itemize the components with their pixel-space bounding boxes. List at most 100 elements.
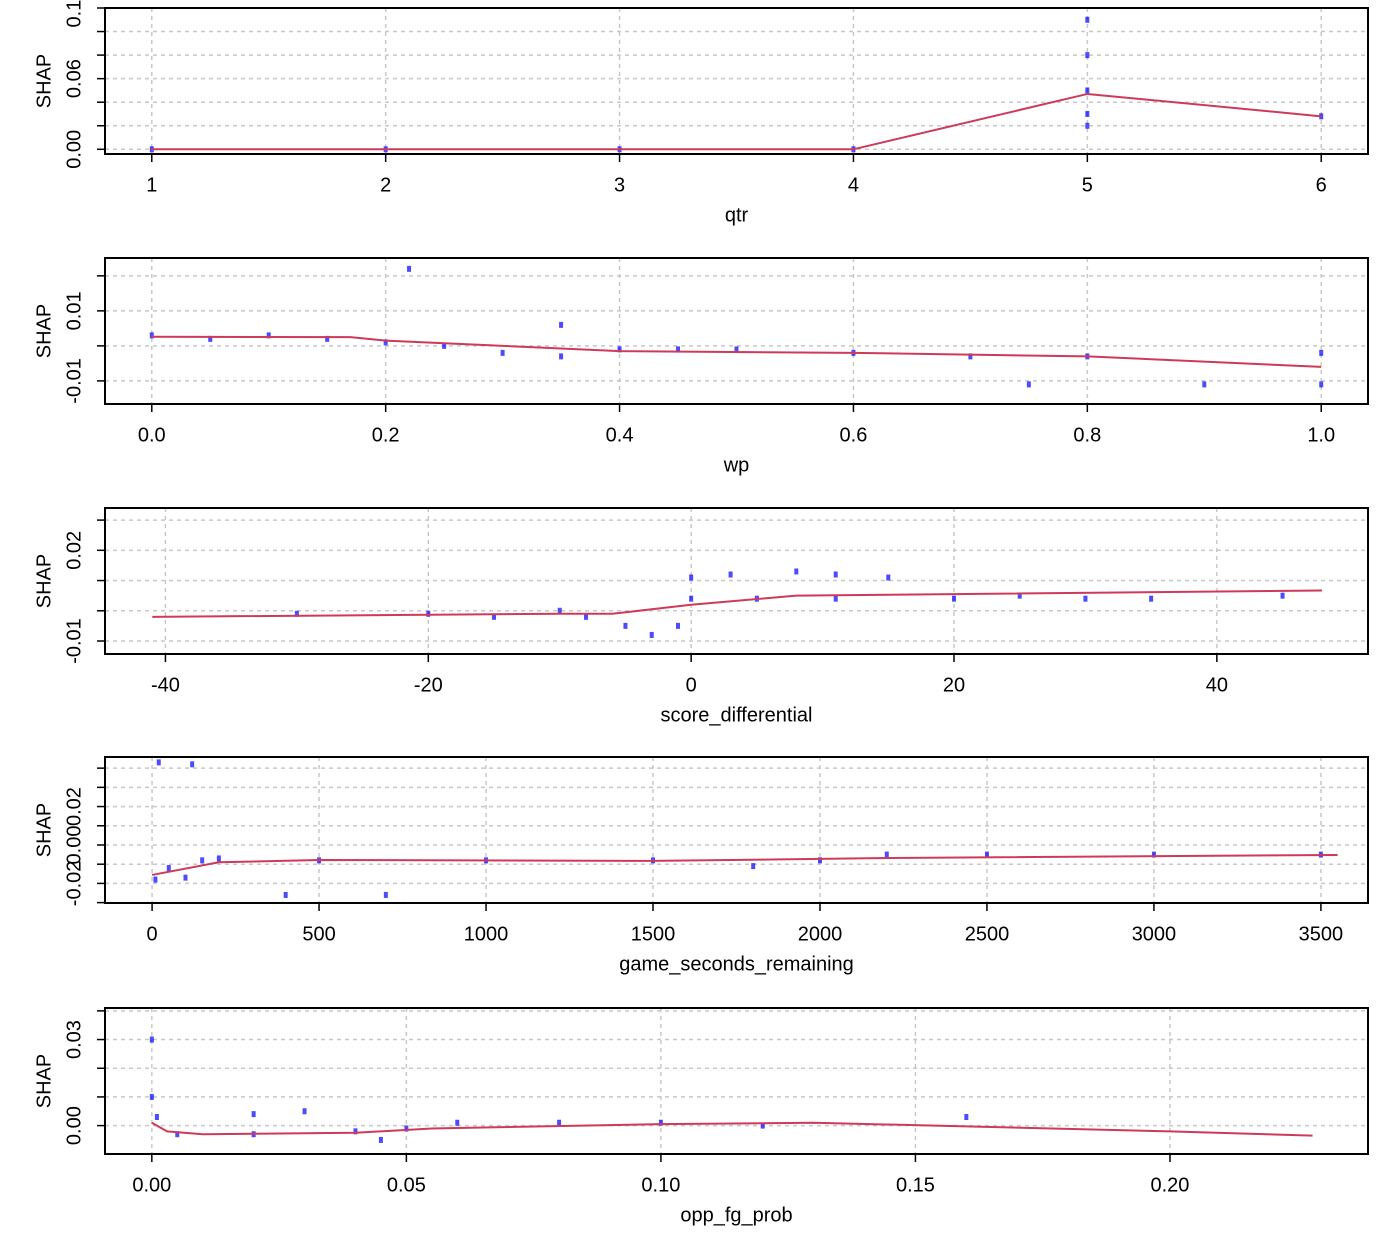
point (833, 595, 838, 602)
point (251, 1111, 256, 1118)
fit-line (151, 853, 1338, 876)
point (968, 353, 973, 360)
point (208, 335, 213, 342)
point (557, 1119, 562, 1126)
x-tick-label: 0.0 (138, 424, 166, 446)
x-axis-label: wp (723, 454, 750, 476)
x-tick-label: 0.2 (372, 424, 400, 446)
point (166, 865, 171, 872)
fit-line (151, 1121, 1313, 1137)
y-tick-label: 0.01 (63, 291, 85, 330)
x-axis-label: qtr (725, 204, 749, 226)
plot-frame (104, 1007, 1369, 1155)
point (294, 610, 299, 617)
point (404, 1125, 409, 1132)
point (200, 857, 205, 864)
x-tick-label: 20 (943, 674, 965, 696)
point (500, 349, 505, 356)
point (156, 759, 161, 766)
x-tick-label: 0 (147, 923, 158, 945)
x-tick-label: 40 (1206, 674, 1228, 696)
y-tick-label: 0.00 (63, 826, 85, 865)
point (617, 346, 622, 353)
x-tick-label: 0.10 (641, 1174, 680, 1196)
point (154, 1113, 159, 1120)
x-tick-label: 500 (302, 923, 335, 945)
x-tick-label: -20 (414, 674, 443, 696)
point (833, 571, 838, 578)
point (183, 874, 188, 881)
point (559, 321, 564, 328)
point (584, 613, 589, 620)
plot-frame (104, 257, 1369, 405)
point (557, 607, 562, 614)
y-tick-label: -0.01 (63, 358, 85, 404)
point (1085, 87, 1090, 94)
point (1026, 381, 1031, 388)
point (1280, 592, 1285, 599)
y-tick-label: 0.03 (63, 1020, 85, 1059)
point (383, 891, 388, 898)
point (149, 1093, 154, 1100)
x-tick-label: 1 (146, 174, 157, 196)
y-axis-label: SHAP (33, 803, 55, 857)
point (302, 1108, 307, 1115)
point (559, 353, 564, 360)
y-tick-label: -0.02 (63, 861, 85, 907)
y-tick-label: 0.02 (63, 787, 85, 826)
x-tick-label: 0.6 (840, 424, 868, 446)
point (751, 863, 756, 870)
point (149, 1036, 154, 1043)
y-tick-label: 0.12 (63, 0, 85, 27)
point (964, 1113, 969, 1120)
x-tick-label: 5 (1082, 174, 1093, 196)
point (383, 339, 388, 346)
plot-frame (104, 7, 1369, 155)
point (952, 595, 957, 602)
y-axis-label: SHAP (33, 304, 55, 358)
x-tick-label: 2000 (798, 923, 843, 945)
y-tick-label: 0.02 (63, 531, 85, 570)
point (984, 851, 989, 858)
x-tick-label: 1.0 (1307, 424, 1335, 446)
y-tick-label: 0.00 (63, 1106, 85, 1145)
point (1085, 16, 1090, 23)
x-tick-label: 0.15 (896, 1174, 935, 1196)
point (1202, 381, 1207, 388)
point (1319, 349, 1324, 356)
x-tick-label: 4 (848, 174, 859, 196)
x-tick-label: 0.4 (606, 424, 634, 446)
point (492, 613, 497, 620)
point (407, 265, 412, 272)
x-tick-label: 3 (614, 174, 625, 196)
x-tick-label: 3500 (1299, 923, 1344, 945)
point (442, 342, 447, 349)
x-tick-label: 2 (380, 174, 391, 196)
x-tick-label: -40 (151, 674, 180, 696)
x-tick-label: 6 (1316, 174, 1327, 196)
x-tick-label: 0.8 (1073, 424, 1101, 446)
x-tick-label: 0 (686, 674, 697, 696)
point (886, 574, 891, 581)
point (1083, 595, 1088, 602)
plot-frame (104, 756, 1369, 904)
x-tick-label: 1000 (464, 923, 509, 945)
point (676, 622, 681, 629)
point (794, 568, 799, 575)
fit-line (151, 335, 1322, 368)
point (649, 631, 654, 638)
x-tick-label: 1500 (631, 923, 676, 945)
point (689, 574, 694, 581)
point (149, 332, 154, 339)
y-tick-label: -0.01 (63, 618, 85, 664)
point (689, 595, 694, 602)
point (216, 855, 221, 862)
x-axis-label: score_differential (661, 704, 813, 726)
point (190, 761, 195, 768)
x-tick-label: 0.20 (1151, 1174, 1190, 1196)
x-axis-label: game_seconds_remaining (619, 953, 854, 975)
x-tick-label: 2500 (965, 923, 1010, 945)
fit-line (152, 589, 1323, 618)
